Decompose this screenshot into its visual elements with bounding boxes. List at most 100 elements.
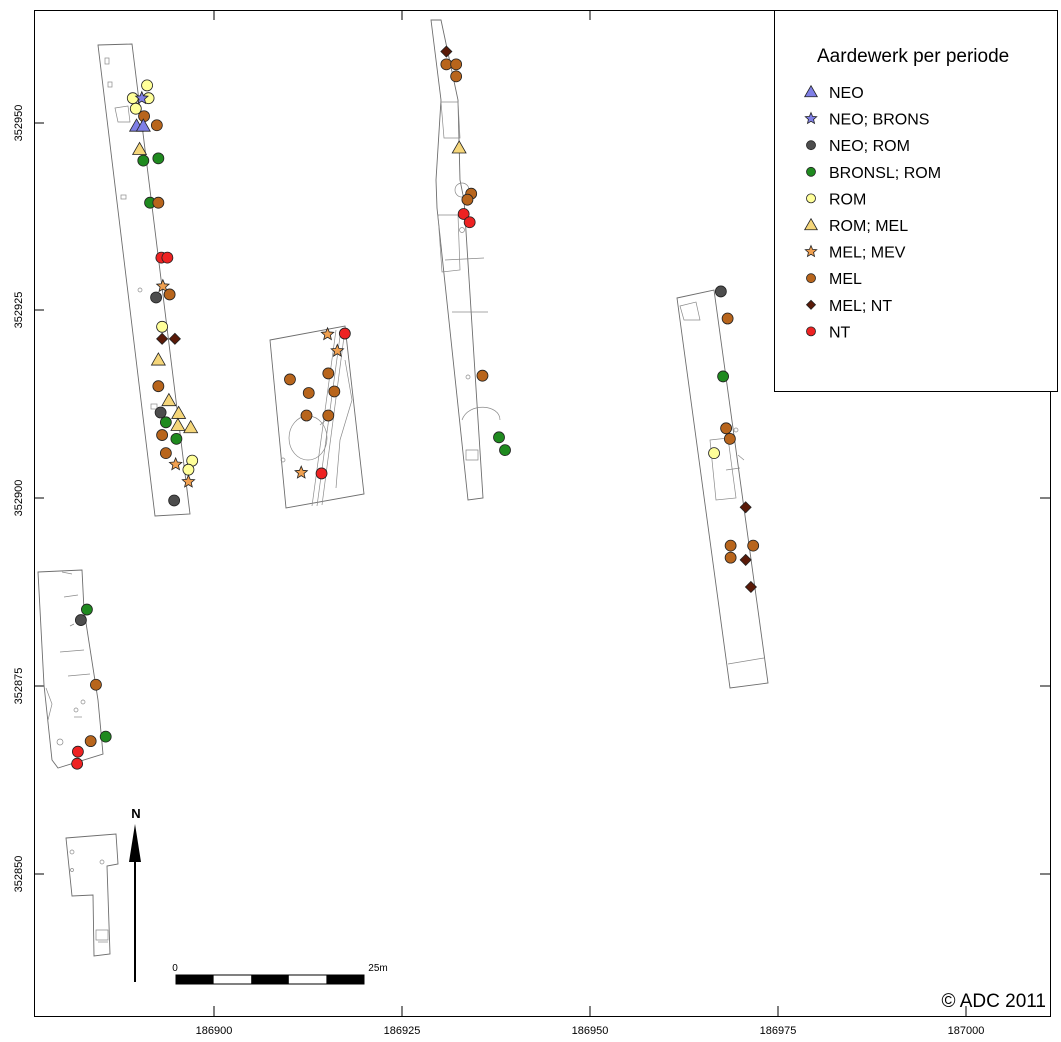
- trench-outline: [676, 289, 769, 689]
- find-marker-neo: [135, 118, 151, 132]
- find-marker-nt: [71, 757, 84, 770]
- trench-outline: [430, 19, 484, 501]
- x-tick-label: 186925: [384, 1025, 421, 1037]
- find-marker-mel-nt: [744, 580, 757, 594]
- find-marker-rom-mel: [183, 419, 199, 434]
- find-marker-bronsl-rom: [81, 603, 93, 616]
- legend-label: ROM; MEL: [829, 218, 908, 235]
- scale-bar: 0 25m: [172, 963, 388, 985]
- scale-start-label: 0: [172, 963, 178, 974]
- legend-star-icon: [804, 111, 818, 125]
- find-marker-nt: [161, 251, 174, 264]
- trench-features: [69, 849, 109, 943]
- find-marker-mel-nt: [168, 332, 181, 345]
- north-arrow: N: [129, 806, 141, 982]
- find-marker-rom-mel: [131, 141, 148, 155]
- find-marker-rom: [141, 79, 153, 92]
- find-marker-mel-nt: [440, 45, 453, 58]
- find-marker-bronsl-rom: [170, 432, 183, 445]
- legend-label: NT: [829, 324, 851, 341]
- legend-diamond-icon: [805, 299, 817, 310]
- find-marker-rom-mel: [161, 392, 177, 407]
- y-tick-label: 352850: [13, 856, 25, 893]
- trench-features: [679, 301, 765, 665]
- find-marker-mel: [328, 385, 341, 398]
- trench-features: [45, 571, 91, 746]
- find-marker-mel: [84, 735, 97, 748]
- legend-circle-icon: [806, 166, 816, 177]
- find-marker-nt: [315, 467, 328, 480]
- legend-label: NEO; ROM: [829, 138, 910, 155]
- find-marker-mel: [723, 432, 736, 445]
- find-marker-nt: [457, 208, 470, 220]
- find-marker-nt: [463, 216, 476, 229]
- find-marker-rom: [129, 102, 142, 115]
- find-marker-bronsl-rom: [99, 730, 112, 743]
- find-marker-rom: [156, 320, 169, 333]
- find-marker-mel-mev: [320, 326, 335, 341]
- legend-title: Aardewerk per periode: [817, 46, 1009, 67]
- copyright-label: © ADC 2011: [942, 991, 1046, 1012]
- find-marker-mel-nt: [739, 553, 752, 566]
- find-marker-mel: [300, 409, 313, 422]
- y-tick-label: 352875: [13, 668, 25, 705]
- find-marker-bronsl-rom: [159, 416, 172, 429]
- legend-label: ROM: [829, 191, 866, 208]
- legend-label: MEL; NT: [829, 298, 892, 315]
- north-label: N: [131, 806, 140, 821]
- legend-items: NEO NEO; BRONS NEO; ROM BRONSL; ROM ROM ROM; …: [803, 84, 941, 341]
- legend-box: [774, 10, 1058, 392]
- find-marker-mel: [450, 58, 463, 71]
- find-marker-mel-mev: [181, 474, 196, 488]
- legend-label: NEO; BRONS: [829, 112, 929, 129]
- trench-outline: [37, 569, 104, 769]
- y-tick-label: 352900: [13, 480, 25, 517]
- find-marker-rom-mel: [170, 417, 186, 431]
- y-tick-label: 352950: [13, 105, 25, 142]
- legend: Aardewerk per periode NEO NEO; BRONS NEO; …: [774, 10, 1058, 392]
- north-arrow-head-icon: [129, 824, 141, 862]
- legend-label: NEO: [829, 85, 864, 102]
- find-marker-mel: [724, 539, 737, 552]
- legend-triangle-icon: [803, 84, 819, 98]
- find-marker-mel: [152, 196, 165, 209]
- find-marker-mel: [720, 422, 733, 435]
- finds-layer: [71, 45, 760, 770]
- x-tick-label: 186950: [572, 1025, 609, 1037]
- find-marker-mel: [152, 380, 165, 393]
- find-marker-mel: [163, 288, 176, 301]
- x-tick-label: 186900: [196, 1025, 233, 1037]
- legend-circle-icon: [806, 326, 816, 337]
- find-marker-mel: [322, 409, 335, 422]
- find-marker-mel: [150, 119, 163, 132]
- find-marker-mel: [450, 70, 463, 83]
- find-marker-mel: [721, 312, 734, 325]
- trench-features: [437, 60, 501, 461]
- find-marker-bronsl-rom: [499, 444, 511, 457]
- scale-end-label: 25m: [368, 963, 387, 974]
- legend-label: MEL; MEV: [829, 245, 906, 262]
- find-marker-mel: [476, 369, 489, 382]
- legend-circle-icon: [806, 193, 816, 204]
- find-marker-bronsl-rom: [717, 370, 730, 383]
- find-marker-neo-rom: [74, 614, 87, 626]
- find-marker-neo-rom: [168, 494, 181, 507]
- find-marker-neo-rom: [150, 291, 162, 304]
- find-marker-mel: [322, 367, 335, 380]
- find-marker-bronsl-rom: [493, 431, 505, 444]
- find-marker-mel-mev: [168, 456, 183, 471]
- map-frame: [34, 10, 1051, 1017]
- find-marker-mel: [284, 373, 296, 386]
- find-marker-mel-mev: [294, 465, 309, 479]
- find-marker-mel: [440, 58, 453, 71]
- legend-circle-icon: [806, 273, 816, 284]
- legend-triangle-icon: [803, 217, 819, 231]
- x-tick-label: 186975: [760, 1025, 797, 1037]
- find-marker-mel: [156, 429, 169, 441]
- x-tick-label: 187000: [948, 1025, 985, 1037]
- find-marker-rom-mel: [171, 405, 187, 419]
- find-marker-neo-rom: [154, 406, 167, 419]
- find-marker-neo-brons: [134, 90, 149, 105]
